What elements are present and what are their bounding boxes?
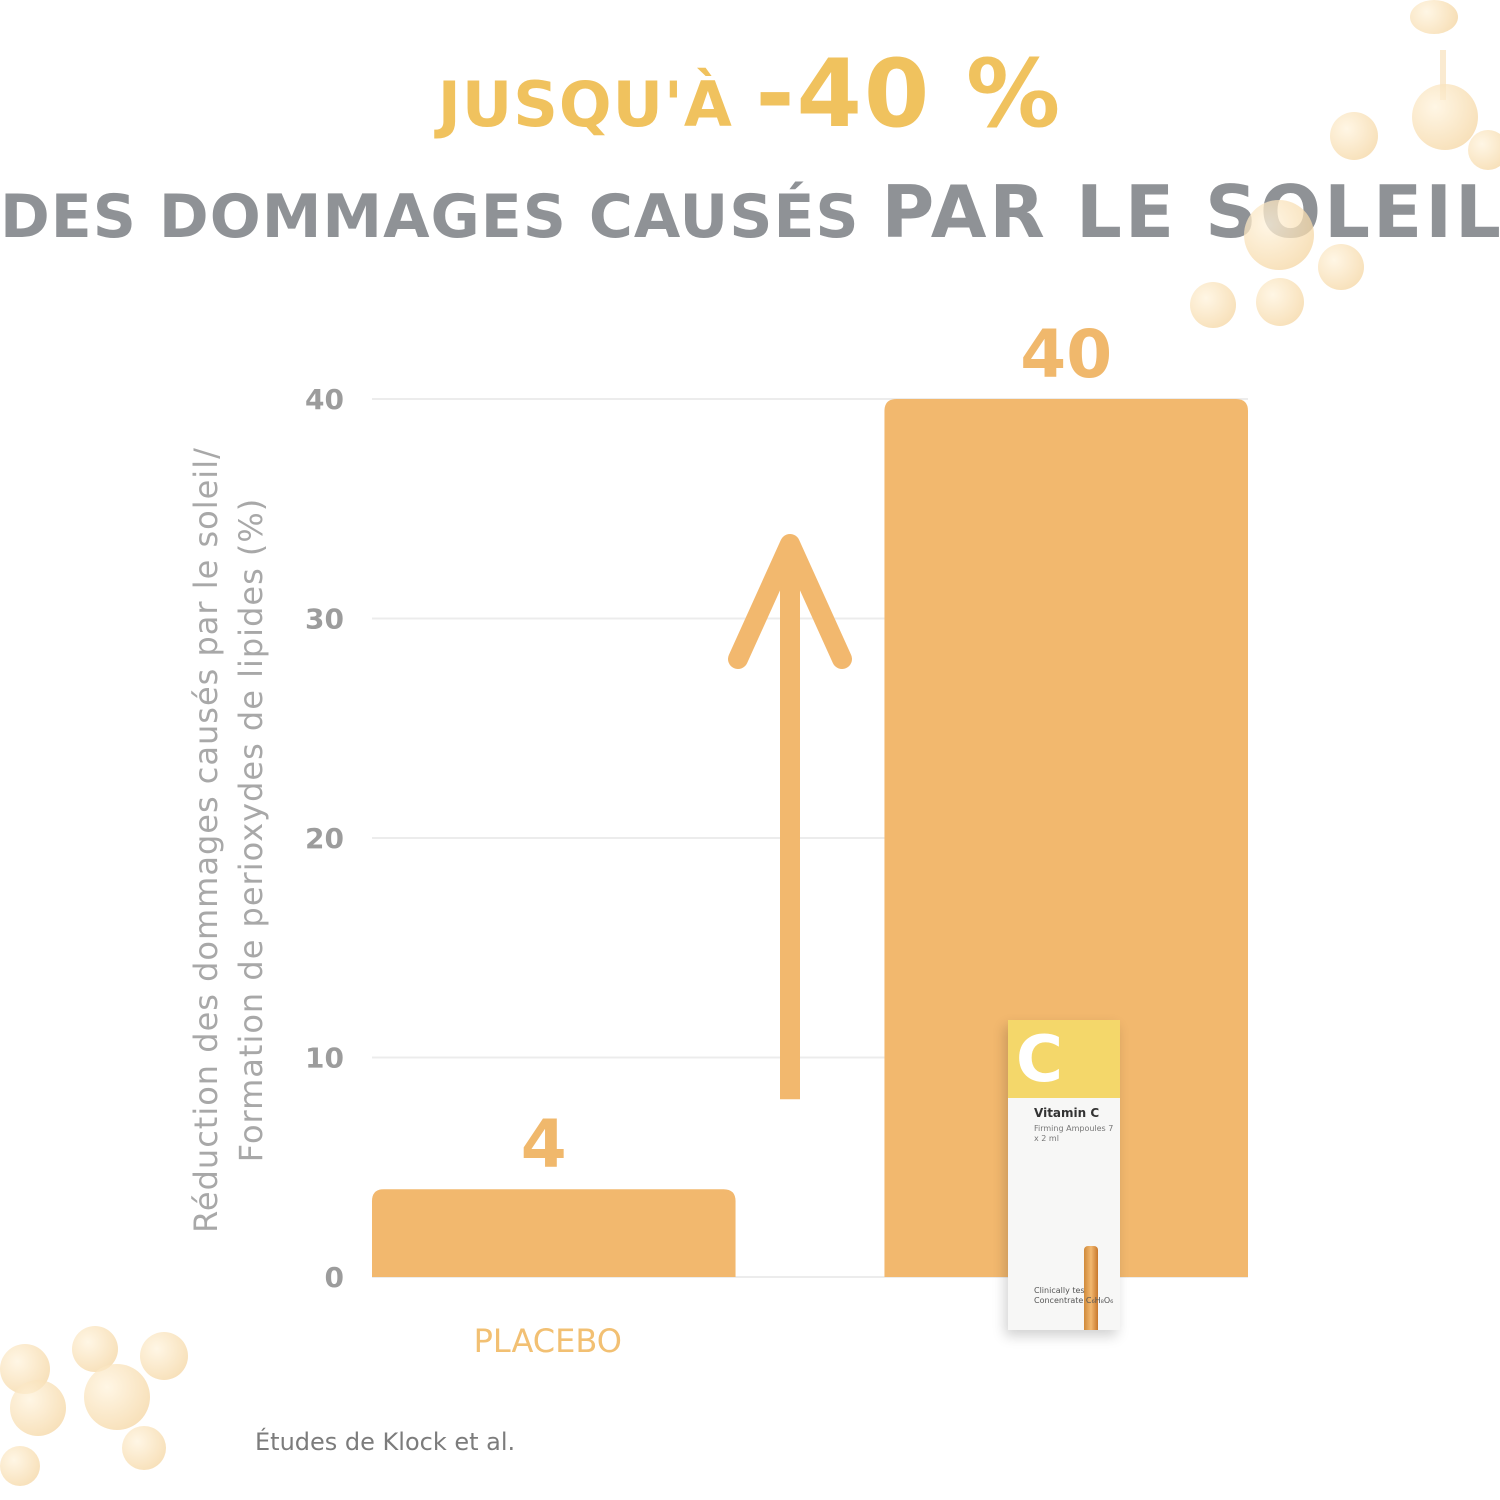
product-subtitle: Firming Ampoules 7 x 2 ml [1034,1124,1114,1144]
y-tick-label: 40 [305,383,344,416]
arrow-head [728,534,852,669]
y-axis-title: Réduction des dommages causés par le sol… [187,447,270,1233]
y-tick-label: 30 [305,603,344,636]
y-axis-title-line-2: Formation de perioxydes de lipides (%) [232,498,270,1163]
x-category-label: PLACEBO [474,1322,622,1360]
headline-prefix: JUSQU'À [437,68,756,141]
headline-subject: DES DOMMAGES CAUSÉS [0,182,882,252]
y-tick-label: 20 [305,822,344,855]
headline-subject-emphasis: PAR LE SOLEIL [881,170,1500,254]
product-footer: Clinically tes Concentrate C₆H₈O₆ [1034,1286,1114,1306]
value-labels: 4 PLACEBO 40 [474,316,1113,1360]
product-box-vitamin-c: C Vitamin C Firming Ampoules 7 x 2 ml Cl… [1008,1020,1120,1330]
product-letter: C [1016,1023,1063,1097]
headline-line-2: DES DOMMAGES CAUSÉS PAR LE SOLEIL [0,170,1500,254]
y-axis-title-line-1: Réduction des dommages causés par le sol… [187,447,225,1233]
product-box-header [1008,1020,1120,1098]
source-citation: Études de Klock et al. [255,1428,516,1456]
y-tick-label: 10 [305,1042,344,1075]
bars [372,399,1248,1277]
growth-arrow [728,534,852,1100]
bar-value-label: 4 [521,1106,567,1183]
product-name: Vitamin C [1034,1106,1100,1120]
headline-percentage: -40 % [755,40,1063,149]
headline-line-1: JUSQU'À -40 % [0,40,1500,149]
y-axis-ticks: 0 10 20 30 40 [305,383,344,1294]
bar-1 [372,1189,736,1277]
bar-2 [884,399,1248,1277]
ampoule-image [1084,1246,1098,1330]
bar-value-label: 40 [1020,316,1112,393]
y-tick-label: 0 [325,1261,344,1294]
